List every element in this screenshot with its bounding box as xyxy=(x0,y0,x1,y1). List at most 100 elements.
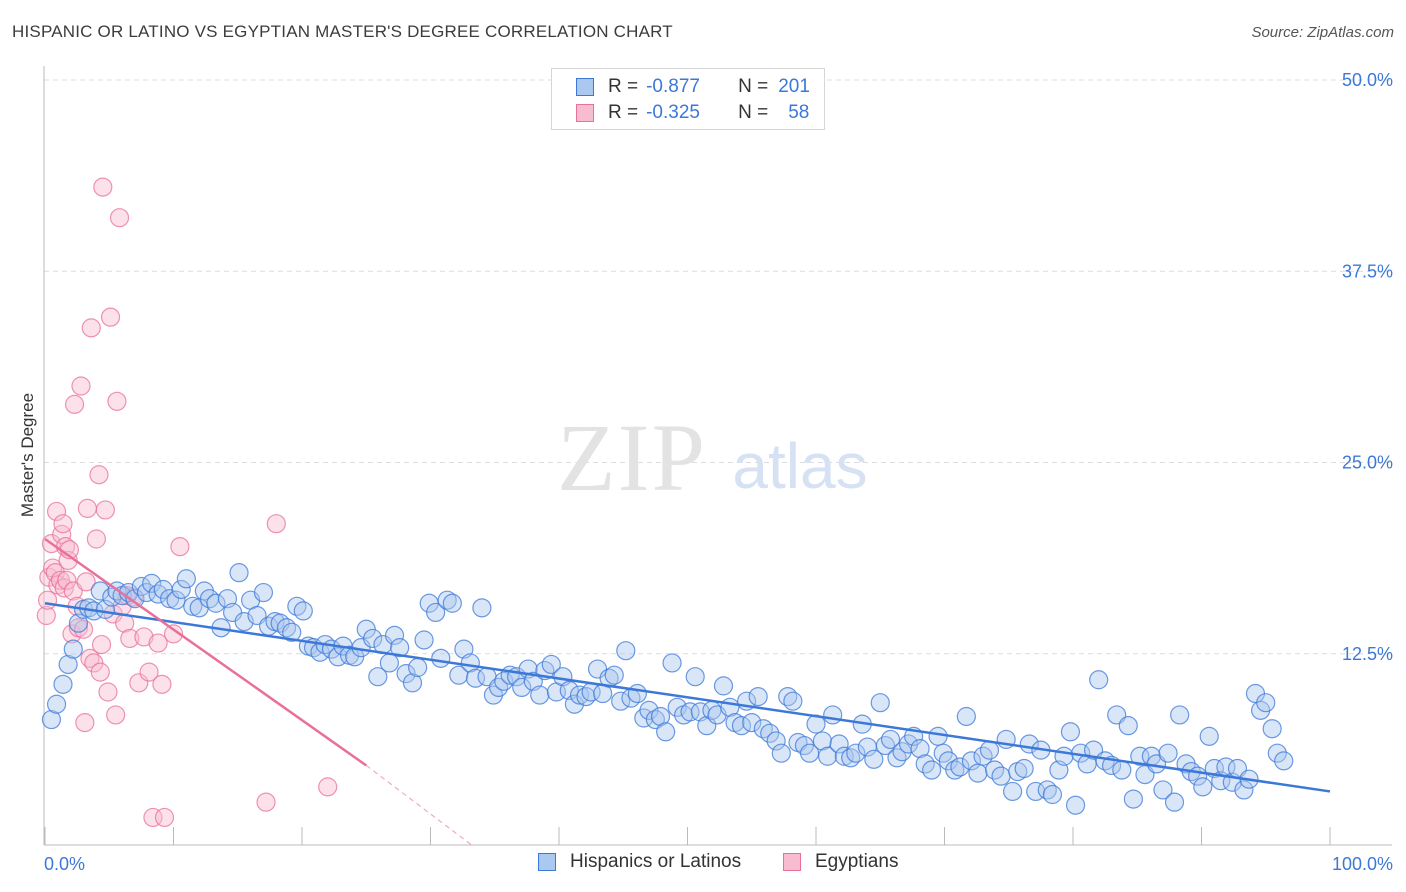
data-point xyxy=(163,624,184,644)
data-point xyxy=(864,749,884,769)
data-point xyxy=(979,740,1000,760)
data-point xyxy=(771,743,791,763)
data-point xyxy=(143,807,163,828)
data-point xyxy=(431,648,451,668)
data-point xyxy=(599,668,619,688)
y-tick-label: 25.0% xyxy=(1342,453,1393,473)
data-point xyxy=(530,685,550,705)
data-point xyxy=(37,590,58,610)
data-point xyxy=(564,694,585,714)
data-point xyxy=(950,757,970,777)
data-point xyxy=(402,673,423,693)
data-point xyxy=(437,590,457,610)
trend-line-hispanics xyxy=(44,602,1331,793)
data-point xyxy=(363,628,383,649)
data-point xyxy=(76,572,96,592)
data-point xyxy=(89,465,109,485)
data-point xyxy=(91,634,112,655)
data-point xyxy=(46,694,67,714)
data-point xyxy=(90,581,110,601)
y-tick-label: 12.5% xyxy=(1342,644,1393,664)
data-point xyxy=(109,208,130,228)
data-point xyxy=(1065,795,1086,815)
data-point xyxy=(95,500,115,520)
data-point xyxy=(379,653,399,673)
data-point xyxy=(107,391,127,411)
data-point xyxy=(125,589,145,609)
data-point xyxy=(1158,743,1178,763)
bottom-legend-egyptians: Egyptians xyxy=(783,851,898,873)
data-point xyxy=(760,723,780,743)
data-point xyxy=(991,766,1011,786)
data-point xyxy=(1042,784,1063,805)
trend-line-egyptians-extension xyxy=(365,764,472,846)
data-point xyxy=(742,712,762,733)
data-point xyxy=(75,712,95,733)
data-point xyxy=(656,722,676,742)
data-point xyxy=(834,746,854,766)
data-point xyxy=(1123,789,1143,809)
data-point xyxy=(817,746,838,766)
x-tick-label: 0.0% xyxy=(44,854,85,874)
data-point xyxy=(472,598,492,618)
data-point xyxy=(368,667,388,687)
legend-swatch-pink xyxy=(576,104,594,122)
data-point xyxy=(645,709,665,730)
series-egyptians xyxy=(36,177,338,828)
chart-title: HISPANIC OR LATINO VS EGYPTIAN MASTER'S … xyxy=(12,22,673,41)
data-point xyxy=(53,674,73,694)
bottom-legend-hispanics: Hispanics or Latinos xyxy=(538,851,741,873)
axis-labels: 12.5% 25.0% 37.5% 50.0% 0.0% 100.0% Master's D… xyxy=(18,70,1393,874)
data-point xyxy=(1054,746,1074,766)
data-point xyxy=(53,514,73,534)
data-point xyxy=(928,726,948,746)
data-point xyxy=(846,743,866,763)
data-point xyxy=(1193,777,1213,797)
data-point xyxy=(63,639,83,659)
data-point xyxy=(829,734,849,754)
data-point xyxy=(1164,792,1185,812)
data-point xyxy=(183,596,203,616)
data-point xyxy=(282,622,302,642)
data-point xyxy=(229,563,249,583)
data-point xyxy=(1170,705,1190,725)
data-point xyxy=(956,706,976,727)
data-point xyxy=(384,625,405,645)
y-tick-label: 50.0% xyxy=(1342,70,1393,90)
watermark: ZIP atlas xyxy=(557,404,868,511)
trend-line-egyptians xyxy=(44,537,367,767)
data-point xyxy=(1262,719,1282,739)
data-point xyxy=(870,693,890,713)
data-point xyxy=(489,677,509,698)
data-point xyxy=(253,582,274,603)
data-point xyxy=(685,667,705,687)
data-point xyxy=(1014,758,1034,779)
data-point xyxy=(71,376,91,396)
data-point xyxy=(46,501,67,522)
data-point xyxy=(256,792,276,812)
y-axis-title: Master's Degree xyxy=(18,393,37,517)
data-point xyxy=(1130,746,1150,766)
watermark-zip: ZIP xyxy=(557,404,707,511)
data-point xyxy=(1060,722,1081,742)
data-point xyxy=(139,662,159,682)
data-point xyxy=(142,573,162,593)
data-point xyxy=(58,654,78,675)
data-point xyxy=(875,735,895,756)
watermark-atlas: atlas xyxy=(732,430,867,502)
legend-r-value: -0.325 xyxy=(646,102,700,123)
data-point xyxy=(77,498,98,518)
data-point xyxy=(426,602,446,623)
data-point xyxy=(541,654,561,675)
data-point xyxy=(134,627,154,647)
data-point xyxy=(961,751,982,771)
data-point xyxy=(968,763,988,783)
data-point xyxy=(86,529,107,549)
data-point xyxy=(569,685,590,705)
data-point xyxy=(823,705,843,725)
data-point xyxy=(64,394,85,414)
axes xyxy=(43,66,1392,846)
data-point xyxy=(922,760,942,780)
data-point xyxy=(1199,726,1219,746)
legend-r-label: R = xyxy=(608,102,639,123)
